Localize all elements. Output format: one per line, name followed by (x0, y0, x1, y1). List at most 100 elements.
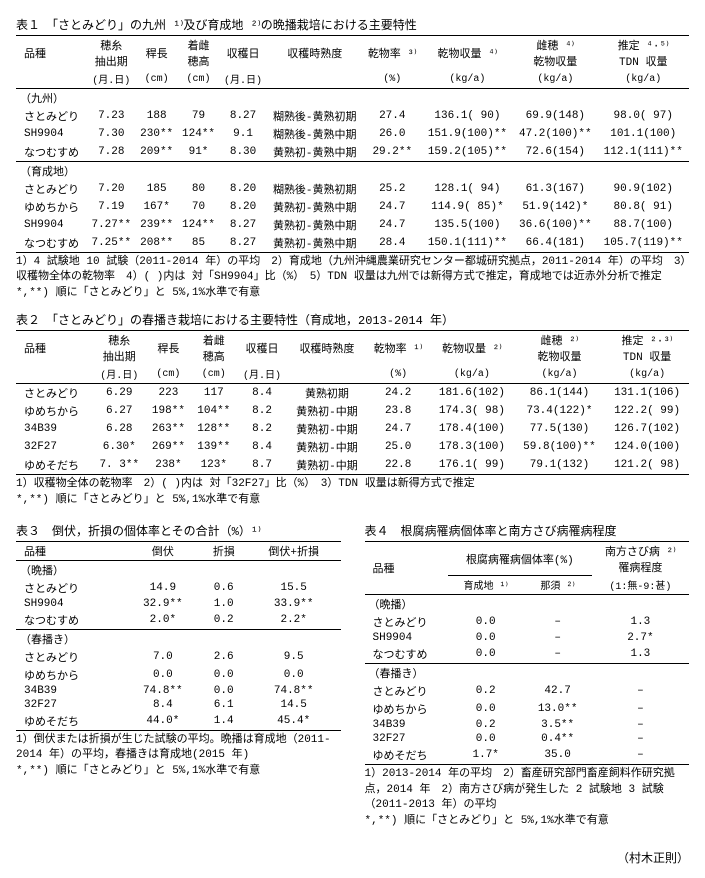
table-cell: さとみどり (16, 648, 125, 666)
table-cell: 61.3(167) (513, 180, 597, 198)
col-header: 品種 (16, 36, 87, 71)
table-row: さとみどり7.23188798.27糊熟後-黄熟初期27.4136.1( 90)… (16, 107, 689, 125)
table-cell: さとみどり (365, 682, 448, 700)
table-cell: 32.9** (125, 597, 200, 611)
group-label: （春播き） (16, 629, 341, 648)
table-cell: 24.2 (366, 384, 430, 403)
table-cell: 7.25** (87, 234, 136, 253)
table-cell: 13.0** (523, 700, 591, 718)
table-row: なつむすめ2.0*0.22.2* (16, 611, 341, 630)
table-cell: 188 (136, 107, 178, 125)
table-cell: 8.27 (219, 234, 266, 253)
table-row: SH990432.9**1.033.9** (16, 597, 341, 611)
table-cell: SH9904 (365, 631, 448, 645)
table-cell: ゆめちから (16, 402, 93, 420)
col-header: 収穫日 (236, 331, 287, 366)
col-header: 乾物率 ¹⁾ (366, 331, 430, 366)
col-header: 推定 ⁴·⁵⁾ TDN 収量 (598, 36, 690, 71)
table-cell: 176.1( 99) (430, 456, 514, 475)
col-header: 倒伏 (125, 541, 200, 560)
col-header: (%) (366, 365, 430, 384)
table-cell: 230** (136, 125, 178, 143)
col-header: (cm) (146, 365, 191, 384)
col-header: 着雌 穂高 (191, 331, 236, 366)
col-header: (kg/a) (422, 70, 513, 89)
table-row: なつむすめ7.28209**91*8.30黄熟初-黄熟中期29.2**159.2… (16, 143, 689, 162)
col-header: 乾物収量 ²⁾ (430, 331, 514, 366)
table-row: ゆめちから6.27198**104**8.2黄熟初-中期23.8174.3( 9… (16, 402, 689, 420)
table-cell: 174.3( 98) (430, 402, 514, 420)
col-header: (月.日) (93, 365, 146, 384)
table-cell: 22.8 (366, 456, 430, 475)
table-cell: 80 (178, 180, 220, 198)
table-cell: 糊熟後-黄熟初期 (267, 107, 363, 125)
table-cell: – (592, 682, 689, 700)
table-cell: 44.0* (125, 712, 200, 731)
table-cell: 8.4 (125, 698, 200, 712)
table-cell: 72.6(154) (513, 143, 597, 162)
table-cell: 32F27 (16, 698, 125, 712)
table-cell: 6.28 (93, 420, 146, 438)
table-cell: 黄熟初-黄熟中期 (267, 216, 363, 234)
table-cell: 黄熟初-中期 (288, 438, 367, 456)
table-cell: 黄熟初-黄熟中期 (267, 143, 363, 162)
table-cell: ゆめそだち (365, 746, 448, 765)
group-label: （晩播） (365, 595, 690, 614)
table-cell: 23.8 (366, 402, 430, 420)
table-cell: ゆめちから (16, 666, 125, 684)
col-header: 品種 (16, 541, 125, 560)
col-header: 乾物率 ³⁾ (363, 36, 422, 71)
table-row: SH99047.30230**124**9.1糊熟後-黄熟中期26.0151.9… (16, 125, 689, 143)
table-cell: ゆめそだち (16, 712, 125, 731)
table-cell: 73.4(122)* (514, 402, 605, 420)
table-cell: 167* (136, 198, 178, 216)
col-header: (kg/a) (598, 70, 690, 89)
table-cell: 34B39 (16, 420, 93, 438)
table-cell: – (523, 631, 591, 645)
table-cell: 0.2 (201, 611, 247, 630)
table-cell: 2.6 (201, 648, 247, 666)
table-cell: 136.1( 90) (422, 107, 513, 125)
table-cell: 239** (136, 216, 178, 234)
table-cell: 159.2(105)** (422, 143, 513, 162)
table-row: 32F276.30*269**139**8.4黄熟初-中期25.0178.3(1… (16, 438, 689, 456)
table-row: 34B396.28263**128**8.2黄熟初-中期24.7178.4(10… (16, 420, 689, 438)
col-header (288, 365, 367, 384)
table-cell: 238* (146, 456, 191, 475)
table-cell: 29.2** (363, 143, 422, 162)
col-header: 収穫日 (219, 36, 266, 71)
table-cell: 90.9(102) (598, 180, 690, 198)
table-cell: 33.9** (247, 597, 341, 611)
col-header: 品種 (365, 541, 448, 595)
table-cell: 0.0 (247, 666, 341, 684)
col-header: 根腐病罹病個体率(%) (448, 541, 592, 576)
table-cell: 74.8** (125, 684, 200, 698)
table-row: さとみどり7.20185808.20糊熟後-黄熟初期25.2128.1( 94)… (16, 180, 689, 198)
col-header: 稈長 (136, 36, 178, 71)
table-cell: 101.1(100) (598, 125, 690, 143)
table-cell: 7.27** (87, 216, 136, 234)
col-header: 折損 (201, 541, 247, 560)
table-cell: 128** (191, 420, 236, 438)
group-label: （春播き） (365, 664, 690, 683)
table-cell: 9.1 (219, 125, 266, 143)
table-row: なつむすめ7.25**208**858.27黄熟初-黄熟中期28.4150.1(… (16, 234, 689, 253)
table-cell: 15.5 (247, 579, 341, 597)
table-cell: SH9904 (16, 597, 125, 611)
author: （村木正則） (16, 849, 689, 866)
table-row: さとみどり6.292231178.4黄熟初期24.2181.6(102)86.1… (16, 384, 689, 403)
table-cell: 24.7 (363, 198, 422, 216)
col-header: 収穫時熟度 (267, 36, 363, 71)
table1-notes: 1）4 試験地 10 試験（2011-2014 年）の平均 2）育成地（九州沖縄… (16, 255, 689, 301)
table-cell: ゆめそだち (16, 456, 93, 475)
col-header: (1:無-9:甚) (592, 576, 689, 595)
col-header: 収穫時熟度 (288, 331, 367, 366)
table-row: さとみどり0.242.7– (365, 682, 690, 700)
table-cell: 139** (191, 438, 236, 456)
col-header: (月.日) (236, 365, 287, 384)
table-cell: 25.0 (366, 438, 430, 456)
col-header: 雌穂 ²⁾ 乾物収量 (514, 331, 605, 366)
col-header: 穂糸 抽出期 (93, 331, 146, 366)
col-header: (kg/a) (430, 365, 514, 384)
table-row: さとみどり0.0–1.3 (365, 613, 690, 631)
